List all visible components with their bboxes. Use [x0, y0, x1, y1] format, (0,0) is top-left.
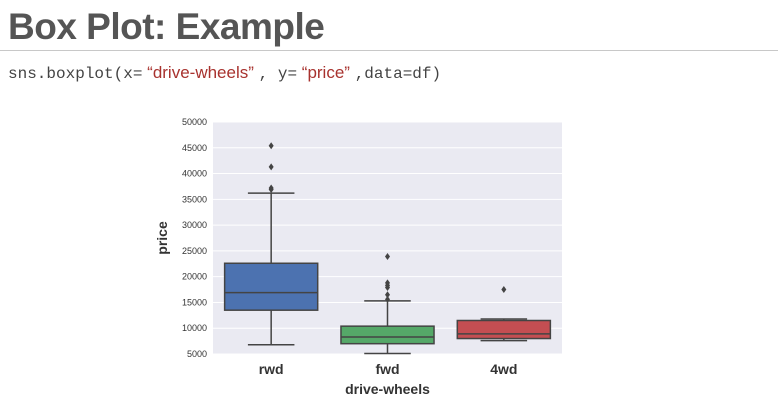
- iqr-box: [340, 325, 435, 345]
- box-fwd: [340, 253, 435, 355]
- outlier-point: [385, 291, 390, 299]
- x-tick-label: 4wd: [490, 361, 517, 377]
- outlier-point: [268, 184, 274, 192]
- y-tick-label: 20000: [182, 272, 207, 282]
- y-tick-label: 25000: [182, 246, 207, 256]
- x-tick-labels: rwd fwd 4wd: [259, 361, 518, 377]
- outlier-point: [268, 163, 274, 171]
- y-tick-labels: 5000 10000 15000 20000 25000 30000 35000 40000 4…: [182, 117, 207, 359]
- y-tick-label: 5000: [187, 349, 207, 359]
- iqr-box: [456, 319, 552, 340]
- iqr-box: [223, 262, 319, 311]
- code-middle: , y=: [258, 65, 298, 83]
- box-rwd: [223, 142, 319, 346]
- outlier-point: [385, 279, 390, 287]
- outlier-point: [385, 253, 390, 261]
- y-tick-label: 35000: [182, 194, 207, 204]
- outlier-point: [501, 286, 507, 294]
- code-y-argument: “price”: [301, 63, 350, 82]
- box-4wd: [456, 286, 552, 342]
- code-suffix: ,data=df): [354, 65, 442, 83]
- code-snippet: sns.boxplot(x= “drive-wheels” , y= “pric…: [8, 63, 441, 83]
- code-x-argument: “drive-wheels”: [147, 63, 254, 82]
- code-prefix: sns.boxplot(x=: [8, 65, 143, 83]
- y-tick-label: 45000: [182, 143, 207, 153]
- slide-title: Box Plot: Example: [8, 6, 325, 47]
- x-tick-label: fwd: [375, 361, 399, 377]
- y-tick-label: 40000: [182, 169, 207, 179]
- y-tick-label: 30000: [182, 220, 207, 230]
- x-axis-title: drive-wheels: [345, 381, 430, 397]
- outlier-point: [385, 295, 390, 303]
- boxes: [223, 142, 552, 355]
- title-divider: [0, 50, 778, 51]
- y-tick-label: 50000: [182, 117, 207, 127]
- outlier-point: [268, 142, 274, 150]
- y-tick-label: 10000: [182, 323, 207, 333]
- y-axis-title: price: [154, 221, 170, 255]
- y-tick-label: 15000: [182, 297, 207, 307]
- x-tick-label: rwd: [259, 361, 284, 377]
